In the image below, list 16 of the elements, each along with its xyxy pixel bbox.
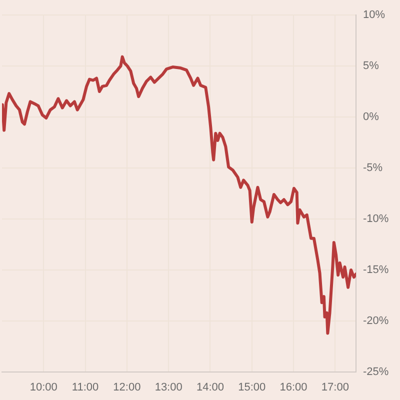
- y-tick-label: 5%: [363, 60, 380, 72]
- y-tick-label: -20%: [363, 315, 389, 328]
- y-tick-label: -5%: [363, 162, 383, 174]
- x-tick-label: 17:00: [321, 382, 349, 394]
- y-tick-label: -15%: [363, 264, 389, 276]
- y-tick-label: 10%: [363, 9, 386, 22]
- x-tick-label: 16:00: [280, 382, 308, 394]
- x-tick-label: 15:00: [238, 382, 266, 394]
- y-tick-label: -10%: [363, 213, 389, 226]
- y-tick-label: 0%: [363, 111, 380, 124]
- x-tick-label: 14:00: [196, 382, 224, 394]
- x-tick-label: 12:00: [113, 382, 141, 394]
- x-tick-label: 10:00: [30, 382, 58, 394]
- y-tick-label: -25%: [363, 366, 389, 378]
- x-tick-label: 13:00: [154, 382, 182, 394]
- x-tick-label: 11:00: [72, 382, 99, 394]
